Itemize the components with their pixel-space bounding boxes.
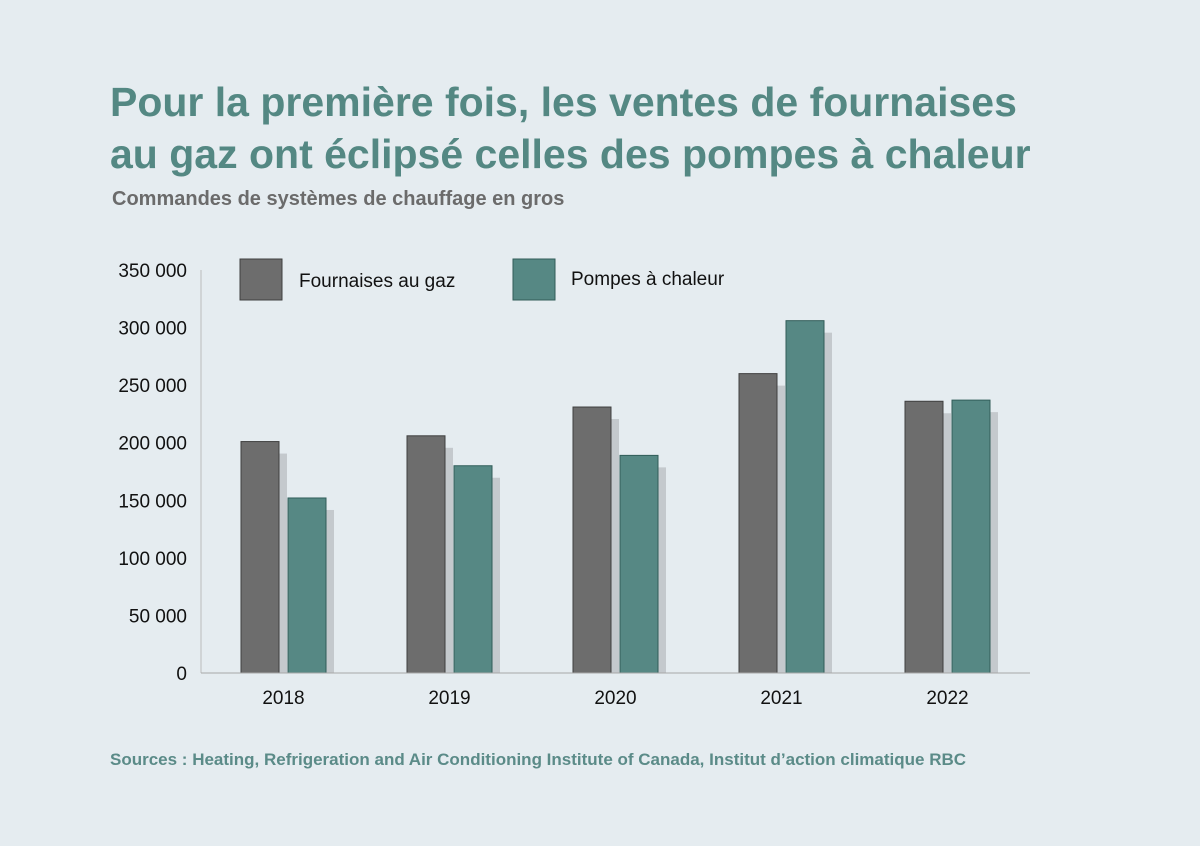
bar-gas-furnaces: [240, 441, 280, 674]
x-tick-label: 2020: [594, 688, 636, 709]
y-tick-label: 50 000: [129, 606, 187, 627]
chart-subtitle: Commandes de systèmes de chauffage en gr…: [112, 188, 565, 210]
bar-heat-pumps: [453, 465, 493, 674]
y-tick-label: 100 000: [118, 549, 187, 570]
legend-swatch-gas-furnaces: [239, 258, 283, 301]
y-tick-label: 200 000: [118, 434, 187, 455]
x-tick-label: 2021: [760, 688, 802, 709]
legend: Fournaises au gaz Pompes à chaleur: [239, 258, 725, 301]
y-tick-label: 0: [176, 664, 187, 685]
y-tick-label: 350 000: [118, 261, 187, 282]
legend-swatch-heat-pumps: [512, 258, 556, 301]
x-axis-labels: 2018 2019 2020 2021 2022: [262, 688, 968, 709]
bar-heat-pumps: [619, 454, 659, 674]
bar-gas-furnaces: [406, 435, 446, 674]
y-tick-label: 150 000: [118, 491, 187, 512]
bar-gas-furnaces: [572, 406, 612, 674]
bars: [240, 320, 991, 674]
bar-heat-pumps: [287, 497, 327, 674]
bar-gas-furnaces: [738, 373, 778, 674]
bar-heat-pumps: [785, 320, 825, 674]
source-note: Sources : Heating, Refrigeration and Air…: [110, 750, 967, 769]
x-tick-label: 2018: [262, 688, 304, 709]
bar-gas-furnaces: [904, 400, 944, 674]
y-tick-label: 300 000: [118, 319, 187, 340]
legend-label-gas-furnaces: Fournaises au gaz: [299, 271, 455, 292]
legend-label-heat-pumps: Pompes à chaleur: [571, 269, 725, 290]
chart-title: Pour la première fois, les ventes de fou…: [110, 79, 1031, 177]
y-tick-label: 250 000: [118, 376, 187, 397]
x-tick-label: 2022: [926, 688, 968, 709]
bar-heat-pumps: [951, 399, 991, 674]
y-axis-labels: 350 000 300 000 250 000 200 000 150 000 100 0…: [118, 261, 187, 685]
x-tick-label: 2019: [428, 688, 470, 709]
